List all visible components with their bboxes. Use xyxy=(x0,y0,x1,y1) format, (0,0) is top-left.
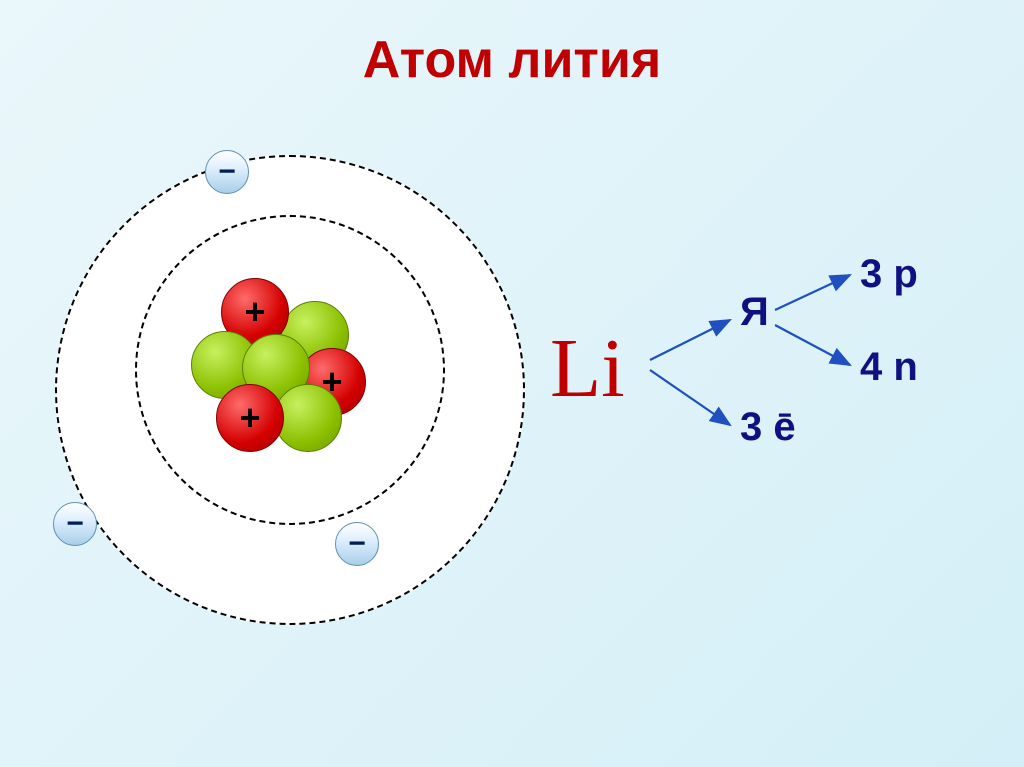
arrow-line xyxy=(650,370,730,425)
arrow-line xyxy=(775,275,850,310)
composition-panel: Li Я 3 p 4 n 3 ē xyxy=(550,240,970,490)
proton-particle: + xyxy=(216,384,284,452)
diagram-title: Атом лития xyxy=(363,30,661,90)
arrow-line xyxy=(775,325,850,365)
electron: − xyxy=(53,502,97,546)
neutron-particle xyxy=(274,384,342,452)
protons-label: 3 p xyxy=(860,252,918,297)
atom-diagram: +++−−− xyxy=(55,130,535,650)
electrons-label: 3 ē xyxy=(740,405,796,450)
electron: − xyxy=(335,522,379,566)
arrow-line xyxy=(650,320,730,360)
electron: − xyxy=(205,150,249,194)
neutrons-label: 4 n xyxy=(860,345,918,390)
nucleus-label: Я xyxy=(740,290,769,335)
